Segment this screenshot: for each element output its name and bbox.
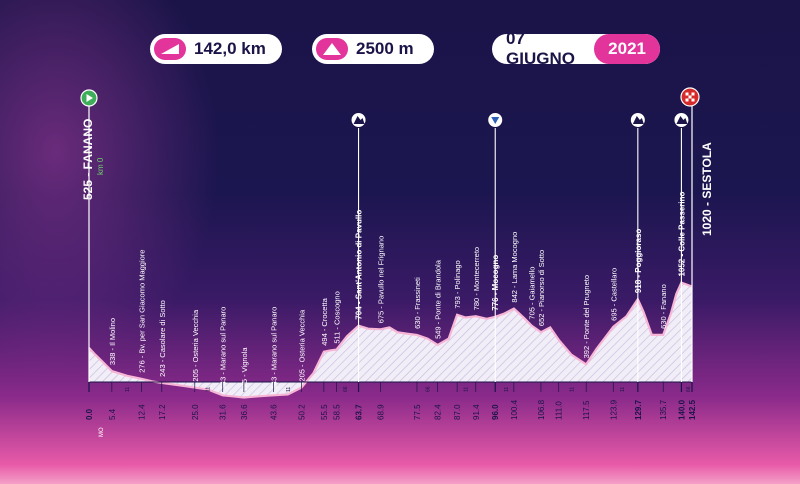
km-tick-label: 142.5: [688, 399, 697, 420]
km-tick-label: 5.4: [108, 408, 117, 420]
minor-tick-label: 66: [426, 386, 432, 392]
waypoint-label: 338 - Il Molino: [108, 318, 117, 365]
km-tick-label: 36.6: [240, 404, 249, 420]
km-tick-label: 129.7: [634, 399, 643, 420]
finish-label: 1020 - SESTOLA: [700, 142, 714, 236]
km-tick-label: 55.5: [320, 404, 329, 420]
km-tick-label: 111.0: [555, 401, 564, 420]
waypoint-label: 243 - Casolare di Sotto: [158, 300, 167, 377]
waypoint-label: 549 - Ponte di Brandola: [434, 259, 443, 339]
profile-line: [88, 281, 693, 399]
waypoint-label: 630 - Frassineti: [413, 277, 422, 329]
distance-badge: 142,0 km: [150, 34, 282, 64]
finish-flag-icon: [680, 87, 700, 107]
waypoint-label: 143 - Marano sul Panaro: [219, 307, 228, 390]
waypoint-label: 780 - Montecerreto: [472, 247, 481, 310]
waypoint-label: 392 - Ponte del Prugneto: [582, 275, 591, 358]
km-tick-label: 43.6: [269, 404, 278, 420]
waypoint-label: 1052 - Colle Passerino: [677, 192, 686, 277]
waypoint-label: 125 - Vignola: [240, 347, 249, 392]
kom-icon: [673, 112, 690, 128]
year-value: 2021: [594, 34, 660, 64]
waypoint-label: 918 - Poggioraso: [634, 229, 643, 294]
distance-value: 142,0 km: [194, 39, 266, 58]
km-tick-label: 25.0: [191, 404, 200, 420]
waypoint-label: 511 - Coscogno: [333, 291, 342, 343]
km-tick-label: 91.4: [472, 404, 481, 420]
start-flag-icon: [80, 89, 98, 107]
minor-tick-label: 11: [620, 387, 626, 392]
waypoint-label: 205 - Osteria Vecchia: [297, 309, 306, 382]
waypoint-label: 205 - Osteria Vecchia: [191, 309, 200, 382]
km-tick-label: 100.4: [510, 399, 519, 420]
km-tick-label: 96.0: [491, 404, 500, 420]
km-tick-label: 82.4: [434, 404, 443, 420]
km-tick-label: 12.4: [137, 404, 146, 420]
minor-tick-label: 11: [569, 387, 575, 392]
date-badge: 07 GIUGNO 2021: [492, 29, 660, 68]
waypoint-label: 494 - Crocetta: [320, 297, 329, 345]
km-tick-label: 63.7: [355, 404, 364, 420]
waypoint-label: 143 - Marano sul Panaro: [269, 307, 278, 390]
waypoint-label: 630 - Fanano: [659, 284, 668, 329]
date-value: 07 GIUGNO: [506, 29, 575, 68]
waypoint-label: 842 - Lama Mocogno: [510, 232, 519, 303]
km-tick-label: 58.5: [333, 404, 342, 420]
elevation-value: 2500 m: [356, 39, 414, 58]
waypoint-label: 695 - Castellaro: [609, 268, 618, 321]
km-tick-label: 106.8: [537, 399, 546, 420]
minor-tick-label: 11: [205, 387, 211, 392]
mountain-icon: [316, 38, 348, 60]
waypoint-label: 776 - Mocogno: [491, 255, 500, 311]
km-tick-label: 135.7: [659, 399, 668, 420]
minor-tick-label: 66: [343, 386, 349, 392]
start-label: 525 - FANANO: [81, 119, 95, 200]
minor-tick-label: 11: [286, 387, 292, 392]
kom-icon: [350, 112, 367, 128]
minor-tick-label: 11: [125, 387, 131, 392]
km-tick-label: 123.9: [609, 399, 618, 420]
km-tick-label: 50.2: [297, 404, 306, 420]
km-tick-label: 87.0: [453, 404, 462, 420]
waypoint-label: 675 - Pavullo nel Frignano: [377, 236, 386, 324]
minor-tick-label: 66: [686, 386, 692, 392]
waypoint-label: 652 - Pianorso di Sotto: [537, 250, 546, 326]
waypoint-label: 704 - Sant'Antonio di Pavullo: [355, 210, 364, 320]
km-tick-label: 117.5: [582, 400, 591, 420]
waypoint-label: 793 - Polinago: [453, 260, 462, 308]
ruler-icon: [154, 38, 186, 60]
profile-area: [89, 282, 692, 398]
km-tick-label: 0.0: [85, 408, 94, 420]
kom-icon: [629, 112, 646, 128]
waypoint-label: 276 - Bv. per San Giacomo Maggiore: [137, 250, 146, 373]
start-km-label: km 0: [96, 157, 105, 175]
elevation-badge: 2500 m: [312, 34, 434, 64]
km-tick-label: 140.0: [677, 399, 686, 420]
feed-icon: [487, 112, 504, 128]
minor-tick-label: 11: [464, 387, 470, 392]
waypoint-label: 705 - Gaiamello: [528, 267, 537, 320]
km-tick-label: 31.6: [219, 404, 228, 420]
km-tick-label: 77.5: [413, 404, 422, 420]
km-tick-label: 17.2: [158, 404, 167, 420]
footer-mark: MO: [99, 427, 105, 437]
minor-tick-label: 11: [504, 387, 510, 392]
km-tick-label: 68.9: [377, 404, 386, 420]
